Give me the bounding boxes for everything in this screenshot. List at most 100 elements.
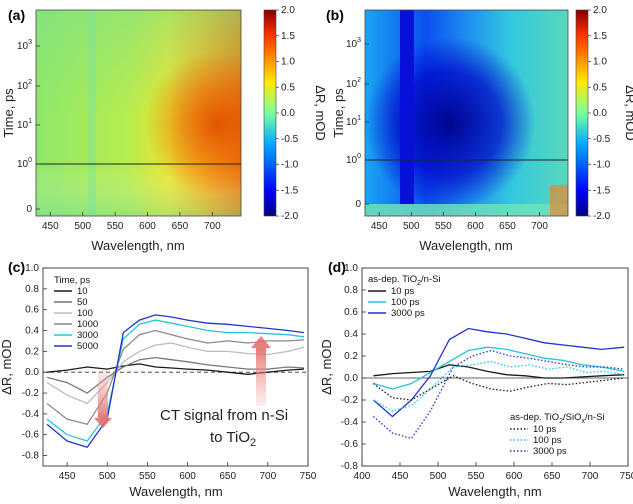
series-line bbox=[373, 346, 625, 390]
colorbar-b bbox=[575, 9, 589, 217]
legend-d2-title-mid: /SiO bbox=[563, 412, 581, 423]
arrow-c-left-head bbox=[94, 418, 112, 428]
xtick-label: 550 bbox=[435, 221, 452, 232]
ytick-exp: 2 bbox=[357, 77, 361, 84]
legend-d1-title: as-dep. TiO2/n-Si bbox=[368, 274, 441, 287]
annotation-c-line2: to TiO2 bbox=[210, 429, 256, 449]
xtick-label: 750 bbox=[620, 471, 633, 482]
series-line bbox=[46, 314, 305, 448]
ytick-exp: 1 bbox=[28, 118, 32, 125]
xtick-label: 500 bbox=[99, 471, 116, 482]
series-line bbox=[372, 327, 625, 418]
ytick-label: -0.6 bbox=[22, 430, 40, 441]
panel-d: (d) 400 450 500 550 600 650 700 750 1.0 0.8 0.6 0.… bbox=[319, 259, 633, 499]
ytick-label: -0.4 bbox=[341, 417, 359, 428]
ytick-label: 102 bbox=[346, 77, 361, 90]
plot-c-yticks: 1.0 0.8 0.6 0.4 0.2 0.0 -0.2 -0.4 -0.6 -0.8 bbox=[22, 263, 47, 462]
ytick-label: 101 bbox=[17, 118, 32, 131]
cbar-tick-label: -1.0 bbox=[281, 160, 299, 171]
legend-d1-entry: 3000 ps bbox=[391, 308, 425, 319]
xtick-label: 600 bbox=[139, 221, 156, 232]
legend-c-entry: 3000 bbox=[77, 330, 98, 341]
cbar-tick-label: -2.0 bbox=[281, 211, 299, 222]
legend-c-entry: 100 bbox=[77, 308, 93, 319]
colorbar-b-label: ΔR, mOD bbox=[623, 85, 633, 141]
cbar-tick-label: -2.0 bbox=[593, 211, 611, 222]
xtick-label: 750 bbox=[300, 471, 317, 482]
legend-d2-title: as-dep. TiO2/SiOx/n-Si bbox=[510, 412, 605, 425]
xtick-label: 600 bbox=[506, 471, 523, 482]
ytick-label: 103 bbox=[17, 39, 32, 52]
series-line bbox=[46, 319, 305, 442]
ytick-label: 0.2 bbox=[344, 351, 358, 362]
ytick-exp: 3 bbox=[28, 39, 32, 46]
ytick-base: 0 bbox=[355, 199, 361, 210]
legend-c-entry: 1000 bbox=[77, 319, 98, 330]
plot-d-series bbox=[372, 327, 625, 440]
heatmap-a-gap-band bbox=[88, 10, 96, 216]
ytick-label: 0.2 bbox=[25, 346, 39, 357]
xtick-label: 450 bbox=[59, 471, 76, 482]
cbar-tick-label: -0.5 bbox=[281, 134, 299, 145]
ytick-exp: 0 bbox=[28, 157, 32, 164]
legend-d1-title-main: as-dep. TiO bbox=[368, 274, 417, 285]
arrow-c-right-head bbox=[251, 336, 271, 348]
heatmap-a-ylabel: Time, ps bbox=[1, 88, 16, 138]
heatmap-b-corner bbox=[550, 185, 568, 216]
ytick-label: 0.0 bbox=[344, 373, 358, 384]
legend-c-entry: 10 bbox=[77, 286, 88, 297]
legend-d1-entry: 100 ps bbox=[391, 297, 420, 308]
heatmap-b-xlabel: Wavelength, nm bbox=[419, 238, 512, 253]
annotation-c-line1: CT signal from n-Si bbox=[160, 407, 288, 424]
ytick-base: 10 bbox=[346, 117, 358, 128]
xtick-label: 600 bbox=[467, 221, 484, 232]
colorbar-a-label: ΔR, mOD bbox=[313, 85, 328, 141]
arrow-c-right-shaft bbox=[256, 348, 266, 406]
heatmap-b-bottom-band bbox=[365, 204, 568, 216]
ytick-exp: 1 bbox=[357, 115, 361, 122]
ytick-label: 0.6 bbox=[25, 305, 39, 316]
panel-c: (c) 450 500 550 600 650 700 750 1.0 0.8 0.6 0.4 0.… bbox=[0, 259, 317, 499]
ytick-label: 0.8 bbox=[344, 285, 358, 296]
ytick-label: 0.0 bbox=[25, 367, 39, 378]
legend-d1-title-sub: 2 bbox=[417, 280, 421, 287]
plot-d-xticks: 400 450 500 550 600 650 700 750 bbox=[354, 462, 633, 482]
xtick-label: 700 bbox=[531, 221, 548, 232]
ytick-label: 0 bbox=[26, 204, 32, 215]
legend-d2-title-sub1: 2 bbox=[559, 418, 563, 425]
cbar-tick-label: 0.5 bbox=[281, 82, 295, 93]
legend-d2-title-sub2: x bbox=[582, 418, 586, 425]
ytick-base: 10 bbox=[346, 155, 358, 166]
heatmap-b-stripe bbox=[400, 10, 414, 204]
annotation-c-line2-main: to TiO bbox=[210, 429, 250, 446]
colorbar-a bbox=[263, 9, 277, 217]
ytick-base: 10 bbox=[346, 39, 358, 50]
ytick-base: 0 bbox=[26, 204, 32, 215]
heatmap-a-xlabel: Wavelength, nm bbox=[91, 238, 184, 253]
series-line bbox=[373, 364, 625, 379]
xtick-label: 600 bbox=[179, 471, 196, 482]
cbar-tick-label: -1.5 bbox=[281, 185, 299, 196]
xtick-label: 700 bbox=[204, 221, 221, 232]
cbar-tick-label: -0.5 bbox=[593, 134, 611, 145]
arrow-c-left-shaft bbox=[98, 370, 108, 418]
xtick-label: 650 bbox=[544, 471, 561, 482]
ytick-label: 101 bbox=[346, 115, 361, 128]
ytick-label: 0.4 bbox=[344, 329, 358, 340]
panel-a-label: (a) bbox=[8, 7, 25, 23]
ytick-label: -0.2 bbox=[341, 395, 359, 406]
legend-d1-entry: 10 ps bbox=[391, 286, 414, 297]
ytick-label: 102 bbox=[17, 79, 32, 92]
xtick-label: 650 bbox=[172, 221, 189, 232]
ytick-label: 0 bbox=[355, 199, 361, 210]
xtick-label: 450 bbox=[42, 221, 59, 232]
ytick-label: 0.8 bbox=[25, 284, 39, 295]
ytick-exp: 2 bbox=[28, 79, 32, 86]
ytick-base: 10 bbox=[17, 120, 29, 131]
cbar-tick-label: 0.0 bbox=[281, 108, 295, 119]
